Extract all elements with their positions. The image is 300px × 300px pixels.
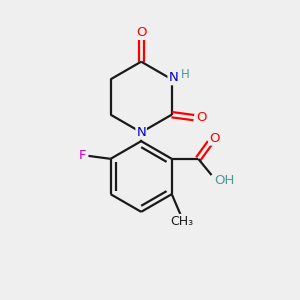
Text: H: H — [181, 68, 189, 80]
Text: CH₃: CH₃ — [170, 215, 194, 228]
Text: OH: OH — [214, 174, 235, 187]
Text: N: N — [136, 126, 146, 139]
Text: O: O — [209, 132, 220, 145]
Text: F: F — [78, 149, 86, 162]
Text: O: O — [136, 26, 146, 39]
Text: N: N — [168, 71, 178, 84]
Text: O: O — [196, 111, 206, 124]
